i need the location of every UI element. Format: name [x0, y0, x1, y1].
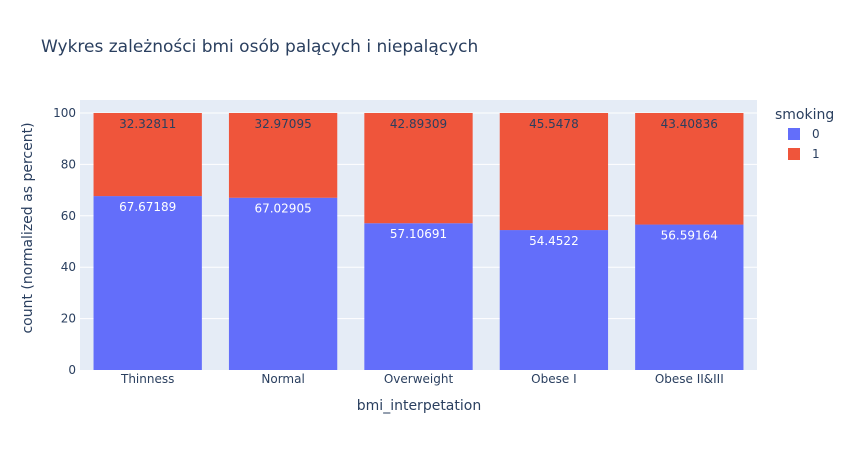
- bar-value-label: 67.02905: [254, 202, 311, 216]
- bar-value-label: 57.10691: [390, 227, 447, 241]
- bar-segment-smoking-0[interactable]: [364, 223, 473, 370]
- y-tick-label: 0: [68, 363, 76, 377]
- bar-value-label: 42.89309: [390, 117, 447, 131]
- y-tick-label: 60: [61, 209, 76, 223]
- bar-segment-smoking-0[interactable]: [93, 196, 202, 370]
- x-axis-ticks: Thinness Normal Overweight Obese I Obese II&…: [120, 372, 724, 386]
- legend[interactable]: smoking 0 1: [775, 107, 834, 161]
- y-tick-label: 80: [61, 157, 76, 171]
- x-tick-label: Overweight: [384, 372, 454, 386]
- x-axis-title: bmi_interpetation: [357, 398, 481, 414]
- y-tick-label: 20: [61, 312, 76, 326]
- legend-label-1[interactable]: 1: [812, 147, 820, 161]
- bar-labels: 67.67189 32.32811 67.02905 32.97095 57.10691…: [119, 117, 718, 248]
- bars[interactable]: [93, 113, 744, 370]
- bar-value-label: 56.59164: [661, 229, 718, 243]
- y-tick-label: 40: [61, 260, 76, 274]
- legend-title: smoking: [775, 107, 834, 123]
- x-tick-label: Obese I: [531, 372, 576, 386]
- bar-value-label: 32.32811: [119, 117, 176, 131]
- bar-value-label: 54.4522: [529, 234, 579, 248]
- bar-segment-smoking-1[interactable]: [499, 113, 609, 231]
- legend-label-0[interactable]: 0: [812, 127, 820, 141]
- y-axis-title: count (normalized as percent): [20, 122, 36, 333]
- bar-segment-smoking-1[interactable]: [93, 113, 202, 197]
- y-axis-ticks: 0 20 40 60 80 100: [53, 106, 76, 377]
- bar-segment-smoking-0[interactable]: [228, 197, 338, 370]
- legend-swatch-0[interactable]: [788, 128, 800, 140]
- bar-segment-smoking-1[interactable]: [635, 113, 744, 225]
- bar-value-label: 32.97095: [254, 117, 311, 131]
- legend-swatch-1[interactable]: [788, 148, 800, 160]
- bar-value-label: 45.5478: [529, 117, 579, 131]
- x-tick-label: Normal: [261, 372, 304, 386]
- bar-segment-smoking-0[interactable]: [499, 230, 609, 370]
- x-tick-label: Obese II&III: [655, 372, 724, 386]
- bar-segment-smoking-0[interactable]: [635, 224, 744, 370]
- bar-value-label: 43.40836: [661, 117, 718, 131]
- y-tick-label: 100: [53, 106, 76, 120]
- x-tick-label: Thinness: [120, 372, 174, 386]
- bar-segment-smoking-1[interactable]: [364, 113, 473, 224]
- bar-segment-smoking-1[interactable]: [228, 113, 338, 198]
- bar-value-label: 67.67189: [119, 200, 176, 214]
- chart-title: Wykres zależności bmi osób palących i ni…: [41, 37, 478, 57]
